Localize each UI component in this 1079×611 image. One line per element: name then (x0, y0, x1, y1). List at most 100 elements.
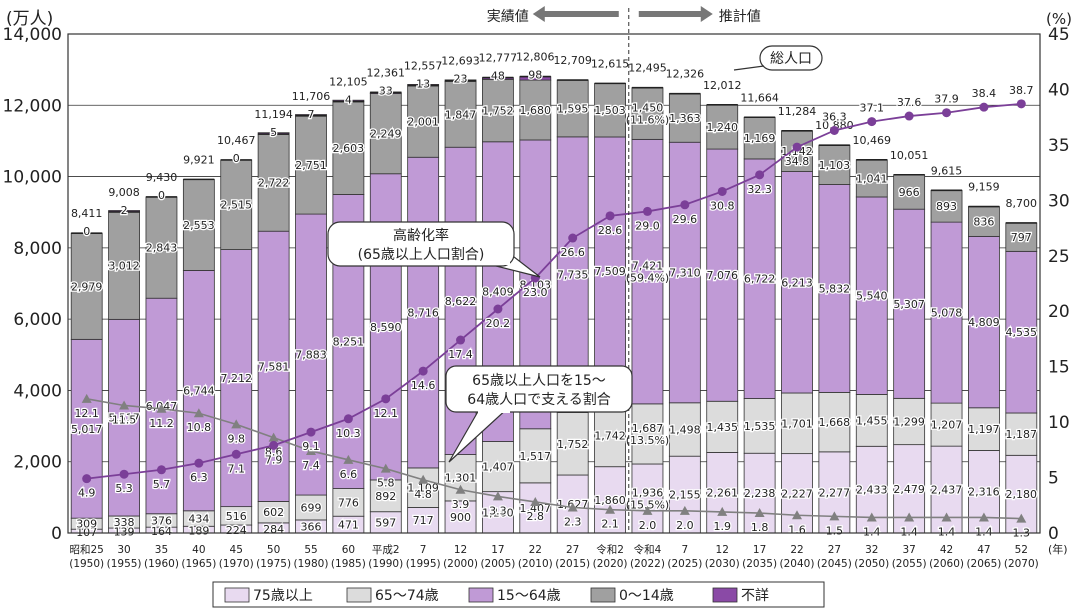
aging-rate-marker (792, 142, 802, 152)
x-tick-year: (2015) (555, 558, 590, 570)
legend-swatch (468, 587, 494, 603)
support-ratio-marker (119, 400, 130, 410)
total-label: 9,159 (968, 181, 1000, 194)
projected-label: 推計値 (719, 9, 761, 25)
support-ratio-marker (81, 393, 92, 403)
aging-rate-marker (381, 394, 391, 404)
bar-segment (668, 402, 701, 457)
segment-label: 602 (263, 506, 284, 519)
bar-segment (968, 407, 1000, 451)
aging-rate-marker (979, 102, 989, 112)
bar-segment (855, 394, 888, 447)
segment-label: 1,301 (445, 472, 477, 485)
aging-rate-label: 37.1 (860, 102, 885, 115)
support-ratio-label: 3.3 (489, 504, 507, 517)
segment-label: 8,251 (333, 336, 365, 349)
bar-segment (519, 79, 552, 141)
aging-rate-label: 7.1 (227, 462, 245, 475)
bar-segment (781, 171, 813, 394)
segment-label: 2 (121, 204, 128, 217)
support-ratio-marker (605, 504, 616, 514)
x-tick-year: (1965) (181, 558, 216, 570)
segment-label: 48 (491, 70, 505, 83)
legend-label: 65〜74歳 (375, 588, 439, 604)
total-label: 12,495 (628, 62, 667, 75)
x-tick-label: 55 (304, 544, 317, 556)
segment-label: 1,109 (407, 482, 439, 495)
segment-label: 2,722 (258, 177, 290, 190)
segment-label: 224 (226, 524, 247, 537)
segment-label: 8,622 (445, 295, 477, 308)
total-label: 12,806 (516, 51, 555, 64)
total-label: 12,557 (404, 59, 443, 72)
total-label: 12,615 (591, 57, 630, 70)
bar-segment (407, 467, 440, 508)
x-tick-year: (2050) (854, 558, 889, 570)
segment-label: 139 (114, 526, 135, 539)
y-right-tick-label: 20 (1048, 302, 1070, 322)
aging-rate-label: 20.2 (486, 317, 511, 330)
aging-rate-label: 26.6 (560, 246, 585, 259)
support-ratio-label: 11.5 (112, 413, 137, 426)
segment-label: 1,450 (632, 102, 664, 115)
support-ratio-marker (754, 508, 765, 518)
support-ratio-label: 9.8 (227, 432, 245, 445)
x-tick-year: (1975) (256, 558, 291, 570)
aging-rate-marker (1016, 99, 1026, 109)
aging-rate-label: 14.6 (411, 379, 436, 392)
x-tick-label: 32 (865, 544, 878, 556)
total-label: 11,194 (254, 108, 293, 121)
segment-label: 5 (270, 126, 277, 139)
segment-label: 1,160 (482, 506, 514, 519)
bar-segment (631, 403, 664, 465)
segment-label: 471 (338, 519, 359, 532)
y-right-tick-label: 30 (1048, 191, 1070, 211)
support-ratio-marker (717, 506, 728, 516)
y-left-unit: (万人) (6, 9, 53, 29)
total-label: 12,709 (553, 54, 592, 67)
bar-segment (407, 507, 440, 534)
x-tick-label: 昭和25 (70, 544, 104, 556)
actual-label: 実績値 (487, 9, 529, 25)
x-tick-year: (2025) (667, 558, 702, 570)
aging-rate-label: 28.6 (598, 224, 623, 237)
segment-label: 1,455 (856, 414, 888, 427)
bar-segment (743, 116, 776, 160)
segment-label: 2,316 (968, 486, 1000, 499)
bar-segment (968, 206, 1000, 237)
x-tick-year: (1985) (331, 558, 366, 570)
aging-rate-line (86, 102, 1022, 480)
bar-segment (407, 156, 440, 469)
aging-rate-marker (867, 117, 877, 127)
x-tick-label: 35 (155, 544, 168, 556)
total-label: 9,615 (931, 164, 963, 177)
support-ratio-marker (306, 445, 316, 455)
support-ratio-label: 11.2 (149, 417, 174, 430)
segment-label: 1,041 (856, 172, 888, 185)
aging-rate-label: 38.4 (972, 87, 997, 100)
support-ratio-label: 1.4 (863, 525, 881, 538)
bar-segment (108, 211, 140, 320)
total-label: 10,469 (853, 134, 892, 147)
support-ratio-marker (530, 496, 541, 506)
total-label: 12,012 (703, 79, 742, 92)
support-ratio-label: 1.8 (751, 521, 769, 534)
x-tick-year: (2020) (593, 558, 628, 570)
x-tick-label: 37 (902, 544, 915, 556)
legend-swatch (590, 587, 616, 603)
support-ratio-marker (941, 512, 952, 522)
support-ratio-label: 5.8 (377, 477, 395, 490)
segment-label: 6,744 (183, 385, 215, 398)
bar-segment (930, 189, 963, 223)
segment-label: 2,180 (1006, 488, 1038, 501)
bar-segment (145, 196, 178, 299)
plot-frame (67, 33, 1041, 534)
x-tick-year: (2065) (966, 558, 1001, 570)
aging-rate-marker (194, 458, 204, 468)
bar-segment (668, 141, 701, 404)
support-ratio-label: 3.9 (452, 498, 470, 511)
aging-rate-label: 34.8 (785, 155, 810, 168)
bar-segment (855, 196, 888, 395)
x-tick-label: 令和2 (596, 543, 624, 556)
support-ratio-marker (418, 474, 429, 484)
